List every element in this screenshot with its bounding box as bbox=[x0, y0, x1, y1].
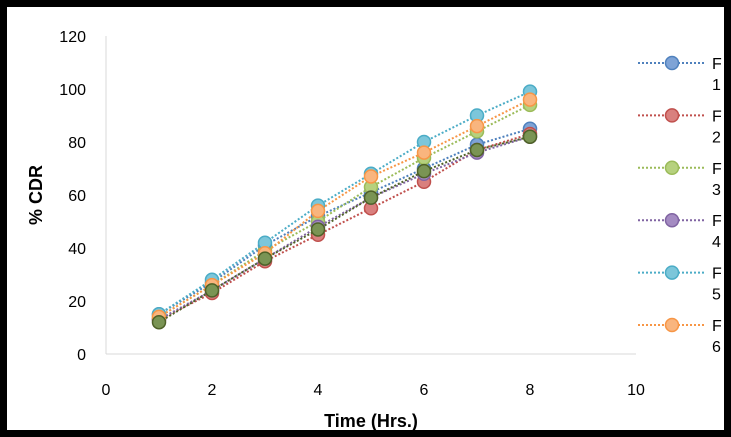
series-line bbox=[158, 135, 531, 324]
series-line bbox=[158, 90, 531, 316]
legend-label: F bbox=[712, 266, 722, 283]
data-point bbox=[310, 222, 326, 237]
legend-label: F bbox=[712, 108, 722, 125]
data-point bbox=[469, 118, 485, 134]
y-tick-label: 120 bbox=[59, 29, 86, 46]
y-tick-label: 80 bbox=[68, 135, 86, 152]
data-point bbox=[257, 251, 273, 266]
legend-marker bbox=[664, 160, 680, 176]
x-tick-label: 2 bbox=[208, 382, 217, 399]
x-tick-label: 4 bbox=[314, 382, 323, 399]
legend-item: F4 bbox=[638, 212, 722, 251]
legend-marker bbox=[664, 265, 680, 280]
data-point bbox=[151, 314, 167, 330]
legend-item: F6 bbox=[638, 317, 722, 356]
y-tick-label: 60 bbox=[68, 188, 86, 205]
data-point bbox=[469, 142, 485, 158]
x-axis-title: Time (Hrs.) bbox=[324, 411, 418, 431]
legend-item: F2 bbox=[638, 108, 722, 146]
legend-marker bbox=[664, 212, 680, 228]
data-point bbox=[416, 163, 432, 179]
x-tick-labels: 0 2 4 6 8 10 bbox=[102, 382, 645, 399]
legend-item: F3 bbox=[638, 160, 722, 199]
series-line bbox=[158, 133, 531, 321]
x-tick-label: 6 bbox=[420, 382, 429, 399]
legend-label-number: 5 bbox=[712, 287, 721, 304]
y-tick-label: 20 bbox=[68, 294, 86, 311]
legend-label-number: 3 bbox=[712, 182, 721, 199]
legend-label: F bbox=[712, 318, 722, 335]
series-layer bbox=[151, 84, 538, 330]
x-tick-label: 10 bbox=[627, 382, 645, 399]
data-point bbox=[416, 145, 432, 160]
data-point bbox=[522, 92, 538, 107]
legend-marker bbox=[664, 55, 680, 71]
y-tick-label: 100 bbox=[59, 82, 86, 99]
legend-label: F bbox=[712, 161, 722, 178]
data-point bbox=[310, 203, 326, 219]
y-tick-labels: 0 20 40 60 80 100 120 bbox=[59, 29, 86, 364]
x-tick-label: 0 bbox=[102, 382, 111, 399]
legend-marker bbox=[664, 108, 680, 123]
series-F7 bbox=[151, 129, 538, 330]
legend-item: F1 bbox=[638, 55, 722, 94]
legend-marker bbox=[664, 317, 680, 333]
legend-label: F bbox=[712, 56, 722, 73]
y-tick-label: 0 bbox=[77, 347, 86, 364]
data-point bbox=[363, 190, 379, 205]
legend-label-number: 6 bbox=[712, 339, 721, 356]
data-point bbox=[363, 169, 379, 184]
legend-item: F5 bbox=[638, 265, 722, 304]
legend-label-number: 1 bbox=[712, 77, 721, 94]
legend-label: F bbox=[712, 213, 722, 230]
data-point bbox=[204, 283, 220, 298]
series-line bbox=[158, 98, 531, 318]
legend-label-number: 4 bbox=[712, 234, 721, 251]
data-point bbox=[522, 129, 538, 144]
y-axis-title: % CDR bbox=[26, 165, 46, 225]
y-tick-label: 40 bbox=[68, 241, 86, 258]
x-tick-label: 8 bbox=[526, 382, 535, 399]
legend-label-number: 2 bbox=[712, 129, 721, 146]
